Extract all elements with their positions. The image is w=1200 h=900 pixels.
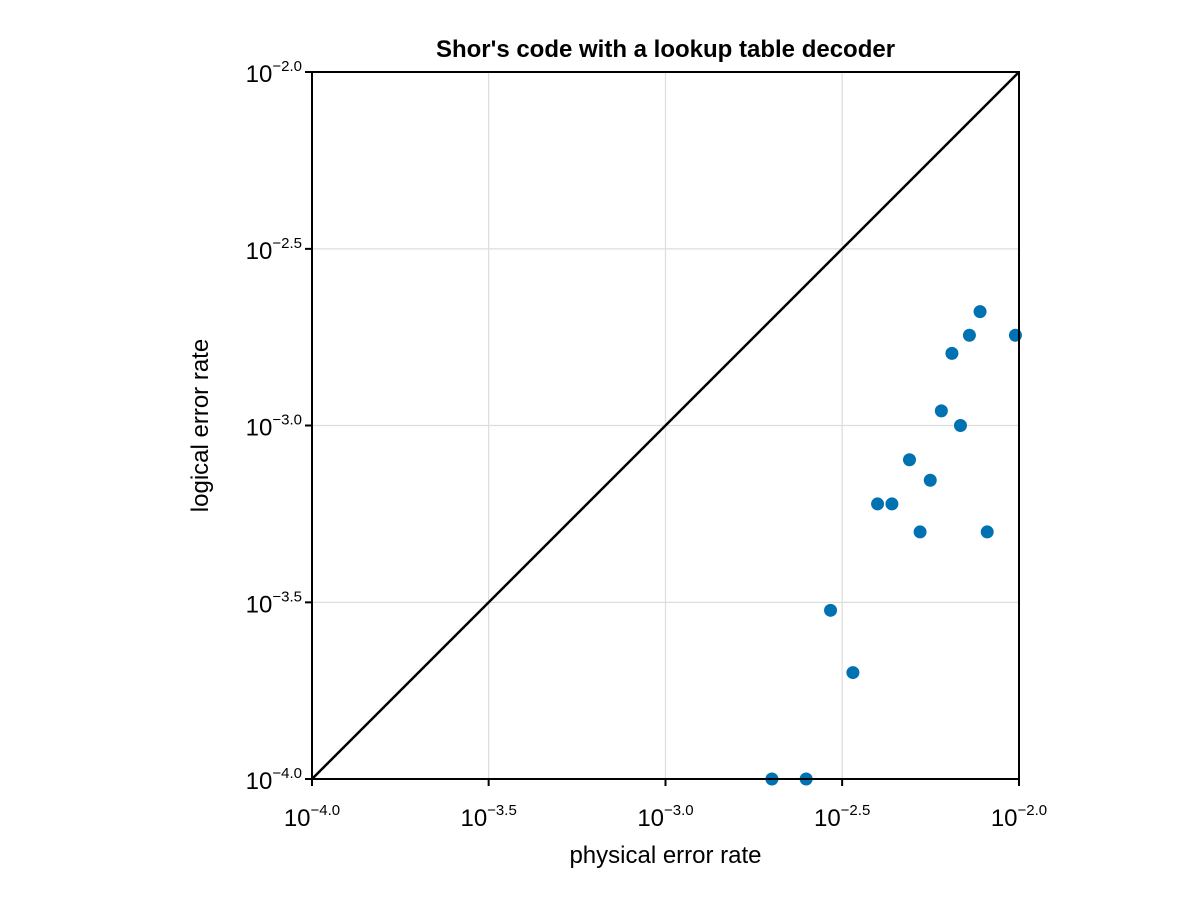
data-point: [934, 404, 948, 418]
y-axis-label: logical error rate: [187, 339, 214, 512]
x-tick-label: 10−2.5: [814, 802, 870, 832]
y-axis-ticks: 10−4.0 10−3.5 10−3.0 10−2.5 10−2.0: [246, 58, 312, 795]
x-tick-label: 10−3.0: [637, 802, 693, 832]
x-tick-label: 10−4.0: [284, 802, 340, 832]
y-tick-label: 10−3.0: [246, 412, 302, 442]
y-tick-label: 10−4.0: [246, 765, 302, 795]
x-axis-label: physical error rate: [569, 842, 761, 869]
y-tick-label: 10−2.5: [246, 235, 302, 265]
x-tick-label-exponent: −3.0: [664, 802, 694, 819]
x-axis-ticks: 10−4.0 10−3.5 10−3.0 10−2.5 10−2.0: [284, 779, 1047, 832]
y-tick-label-exponent: −4.0: [272, 765, 302, 782]
data-point: [824, 603, 838, 617]
x-tick-label: 10−2.0: [991, 802, 1047, 832]
data-point: [953, 419, 967, 432]
x-tick-label-exponent: −3.5: [487, 802, 517, 819]
y-tick-label-exponent: −2.0: [272, 58, 302, 75]
x-tick-label-exponent: −2.0: [1018, 802, 1048, 819]
reference-line-layer: [311, 71, 1020, 780]
y-tick-label: 10−3.5: [246, 588, 302, 618]
data-point: [846, 666, 860, 680]
data-point: [885, 497, 899, 511]
data-point: [962, 328, 976, 342]
data-points: [765, 305, 1022, 786]
y-tick-label-exponent: −3.5: [272, 588, 302, 605]
reference-line: [311, 71, 1020, 780]
x-tick-label-exponent: −2.5: [841, 802, 871, 819]
data-point: [945, 346, 959, 360]
x-tick-label: 10−3.5: [460, 802, 516, 832]
data-point: [902, 453, 916, 467]
x-tick-label-exponent: −4.0: [311, 802, 341, 819]
y-tick-label: 10−2.0: [246, 58, 302, 88]
y-tick-label-exponent: −2.5: [272, 235, 302, 252]
data-point: [923, 473, 937, 487]
data-point: [980, 525, 994, 539]
y-tick-label-exponent: −3.0: [272, 412, 302, 429]
data-point: [913, 525, 927, 539]
data-point: [871, 497, 885, 511]
data-point: [973, 305, 987, 319]
chart-title: Shor's code with a lookup table decoder: [436, 36, 895, 63]
